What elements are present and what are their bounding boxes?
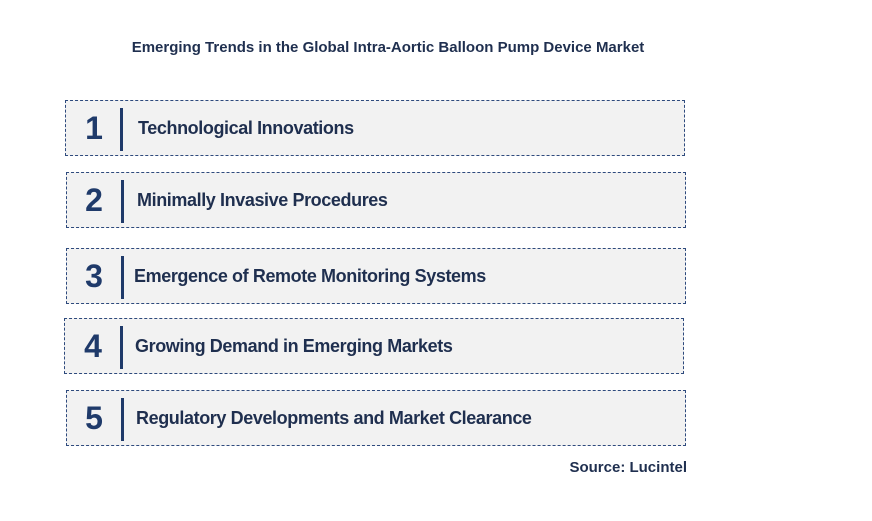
source-note: Source: Lucintel <box>569 459 687 476</box>
trend-label-2: Minimally Invasive Procedures <box>137 189 388 210</box>
trend-number-4: 4 <box>84 327 102 364</box>
trend-box-4: 4 Growing Demand in Emerging Markets <box>64 318 684 374</box>
trend-label-3: Emergence of Remote Monitoring Systems <box>134 265 486 286</box>
trend-box-1: 1 Technological Innovations <box>65 100 685 156</box>
trend-number-3: 3 <box>85 257 103 294</box>
diagram-title: Emerging Trends in the Global Intra-Aort… <box>131 39 645 56</box>
trend-divider-4 <box>120 326 123 369</box>
trend-box-3: 3 Emergence of Remote Monitoring Systems <box>66 248 686 304</box>
trend-box-5: 5 Regulatory Developments and Market Cle… <box>66 390 686 446</box>
trend-divider-2 <box>121 180 124 223</box>
trend-divider-3 <box>121 256 124 299</box>
trend-label-4: Growing Demand in Emerging Markets <box>135 335 453 356</box>
trend-label-1: Technological Innovations <box>138 117 354 138</box>
trend-number-2: 2 <box>85 181 103 218</box>
trend-box-2: 2 Minimally Invasive Procedures <box>66 172 686 228</box>
trend-number-5: 5 <box>85 399 103 436</box>
trend-divider-1 <box>120 108 123 151</box>
trend-label-5: Regulatory Developments and Market Clear… <box>136 407 532 428</box>
trend-divider-5 <box>121 398 124 441</box>
trend-number-1: 1 <box>85 109 103 146</box>
